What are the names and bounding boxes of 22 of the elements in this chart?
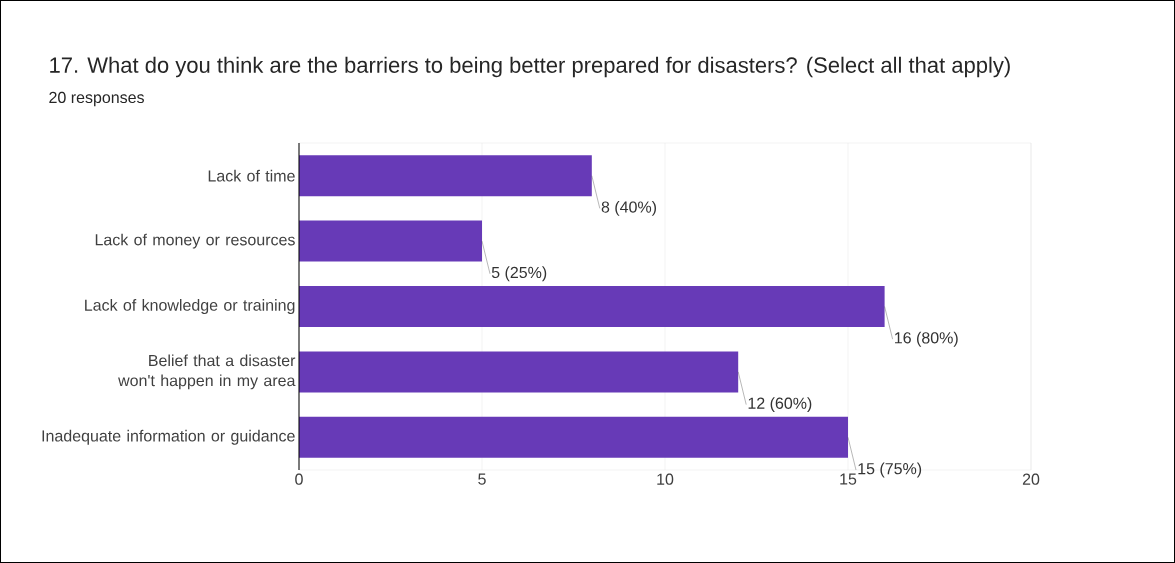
x-tick-label: 20	[1022, 473, 1040, 485]
bar	[299, 351, 739, 393]
bar	[299, 220, 482, 262]
data-label: 8 (40%)	[601, 200, 656, 216]
y-tick-label: Lack of knowledge or training	[85, 299, 295, 314]
y-tick-label: Inadequate information or guidance	[42, 429, 295, 445]
x-tick-label: 5	[478, 473, 486, 485]
bar	[299, 286, 885, 327]
text: 20 responses	[49, 91, 144, 107]
data-label: 16 (80%)	[895, 331, 958, 347]
bar	[299, 155, 592, 197]
y-tick-label: Lack of time	[208, 169, 295, 182]
data-label: 12 (60%)	[748, 397, 812, 413]
data-label: 15 (75%)	[858, 462, 922, 478]
x-tick-label: 10	[657, 473, 674, 485]
data-label: 5 (25%)	[491, 266, 547, 282]
y-tick-label: Lack of money or resources	[95, 233, 295, 249]
bar	[299, 416, 849, 458]
x-tick-label: 0	[295, 473, 303, 485]
y-tick-label: Belief that a disaster won't happen in my area	[118, 354, 296, 390]
x-tick-label: 15	[840, 473, 857, 485]
chart-title: 17. What do you think are the barriers to being better prepared for disasters? (Select all that apply)	[50, 56, 1010, 78]
